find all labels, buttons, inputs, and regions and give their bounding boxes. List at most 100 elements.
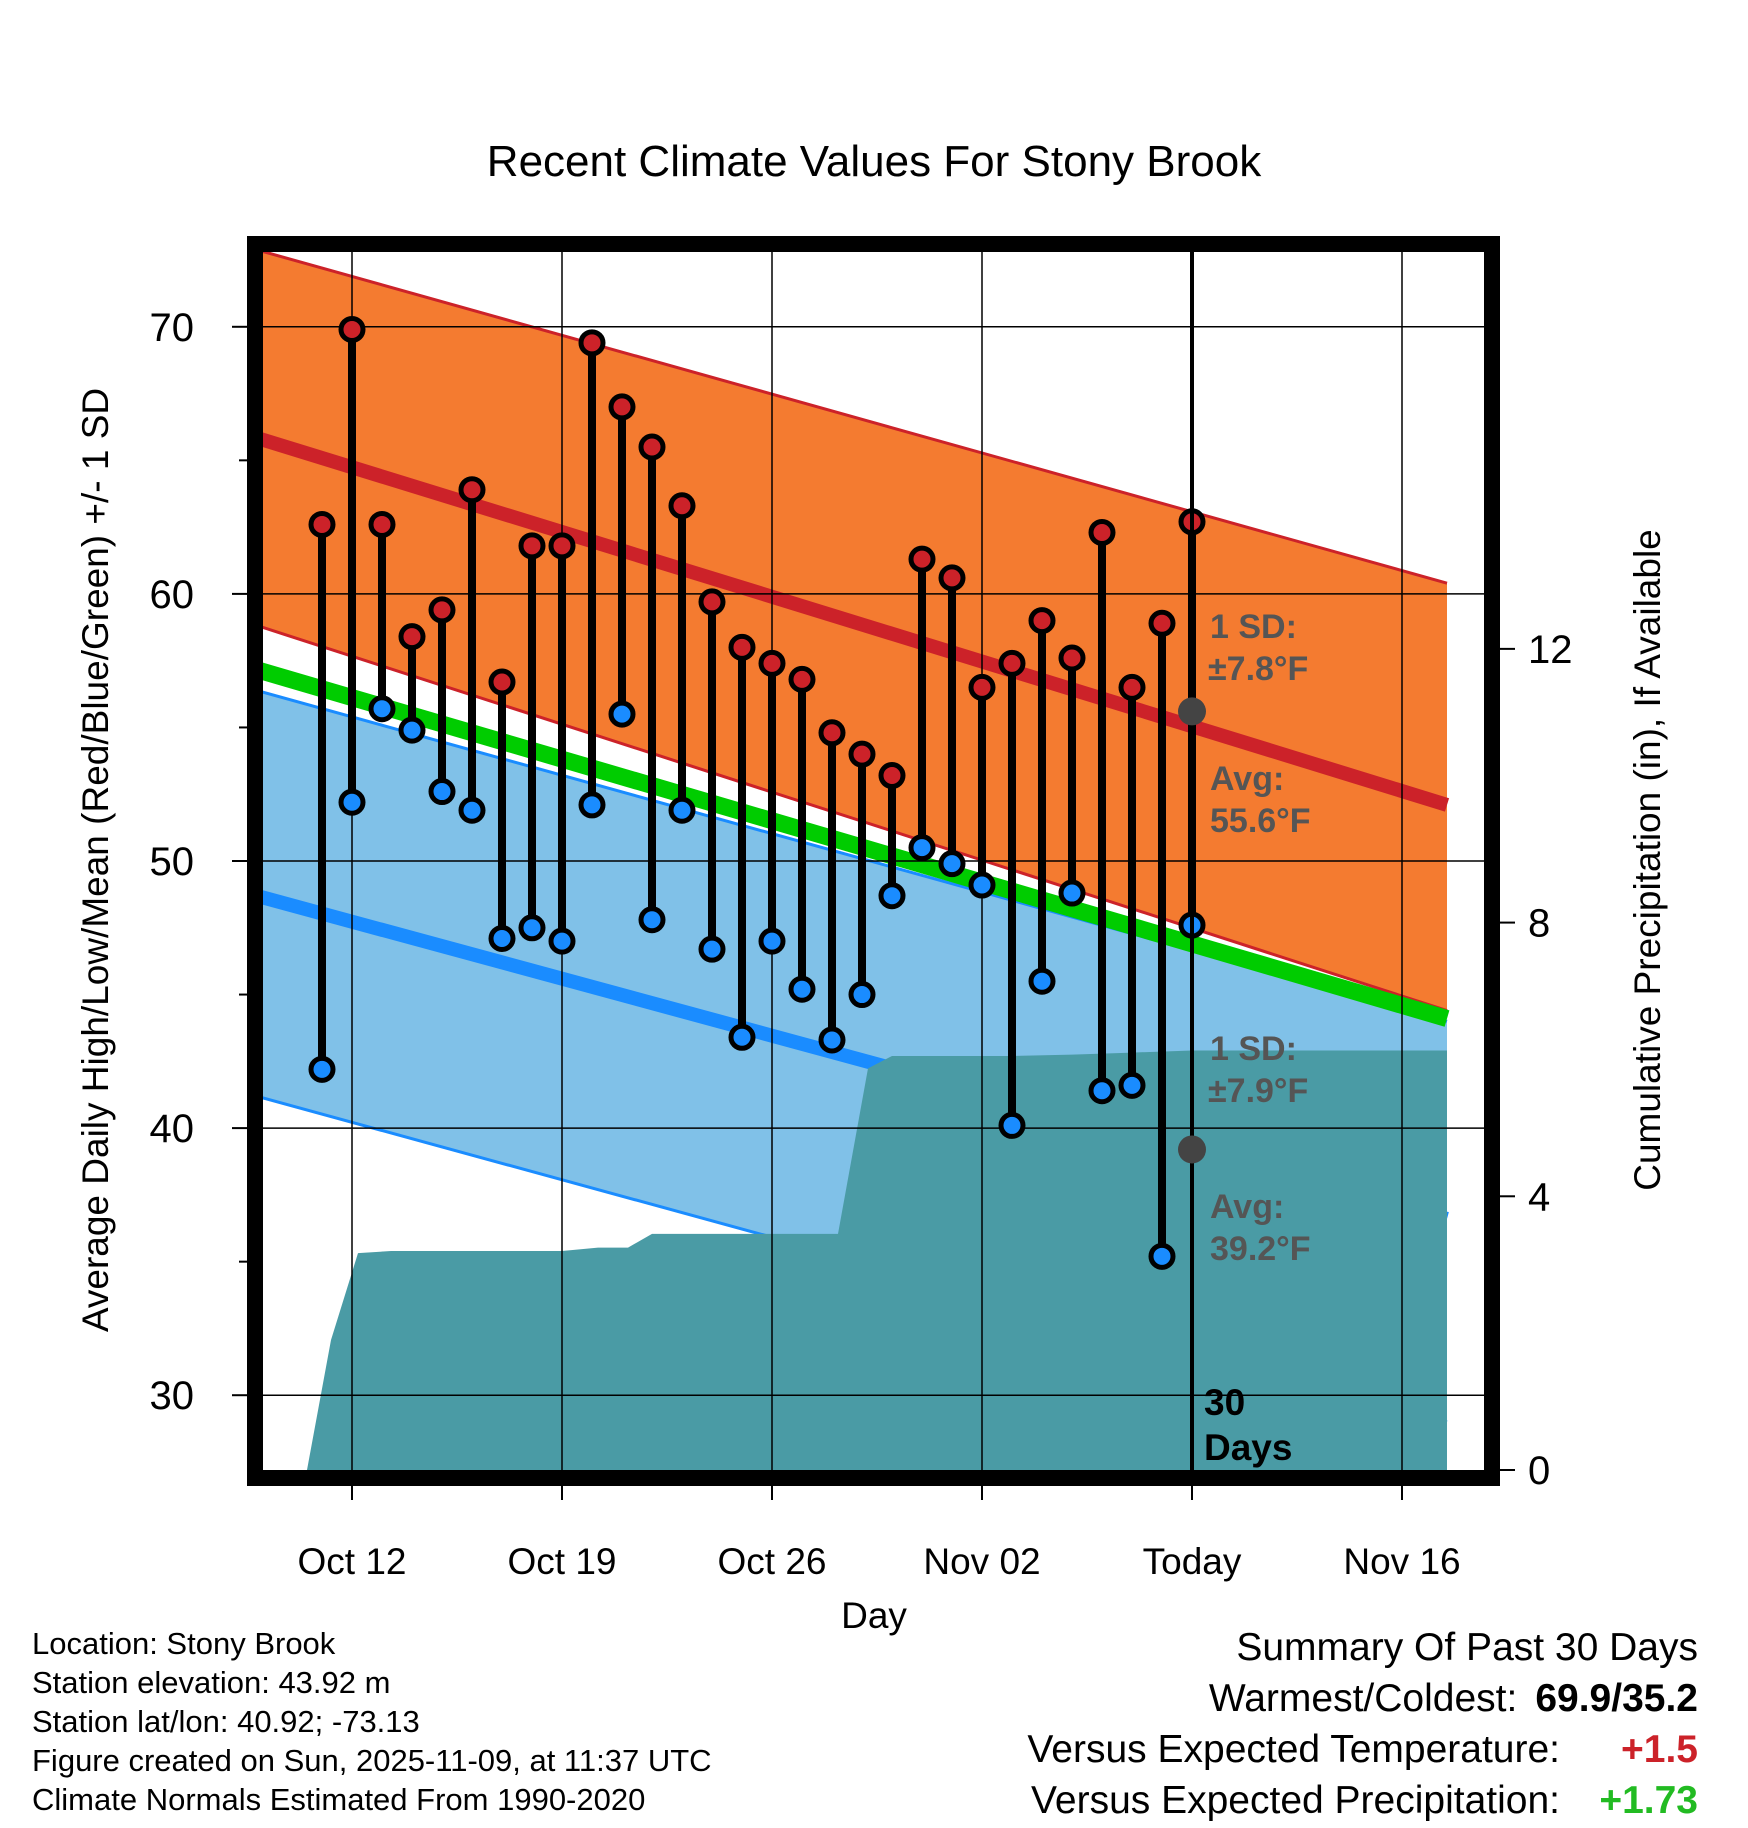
daily-high-point (998, 649, 1026, 677)
daily-high-point (1148, 609, 1176, 637)
daily-high-point (308, 510, 336, 538)
daily-low-point (908, 834, 936, 862)
daily-low-point (998, 1111, 1026, 1139)
daily-low-point (488, 924, 516, 952)
daily-low-point (878, 882, 906, 910)
daily-high-point (398, 623, 426, 651)
high-upper-line (263, 252, 1448, 585)
latlon-text: Station lat/lon: 40.92; -73.13 (32, 1704, 420, 1739)
plot-frame (247, 236, 1500, 1486)
low-sd-value: ±7.9°F (1208, 1072, 1308, 1110)
location-text: Location: Stony Brook (32, 1626, 336, 1661)
daily-high-point (518, 532, 546, 560)
daily-low-point (548, 927, 576, 955)
daily-low-point (1028, 967, 1056, 995)
daily-high-point (878, 762, 906, 790)
x-axis-label: Day (841, 1595, 907, 1636)
y-tick-label: 50 (150, 840, 195, 884)
daily-low-point (638, 906, 666, 934)
today-days-label: Days (1204, 1427, 1292, 1468)
precip-value: +1.73 (1599, 1779, 1698, 1822)
daily-high-point (1058, 644, 1086, 672)
summary-warm-cold: Warmest/Coldest: 69.9/35.2 (1027, 1673, 1698, 1724)
daily-low-point (938, 850, 966, 878)
daily-high-point (608, 393, 636, 421)
x-tick-label: Oct 26 (718, 1541, 827, 1582)
daily-low-point (398, 716, 426, 744)
high-normal-line (263, 432, 1450, 812)
daily-low-point (1148, 1242, 1176, 1270)
daily-low-point (1058, 879, 1086, 907)
precip-tick-label: 0 (1528, 1449, 1550, 1493)
summary-panel: Summary Of Past 30 Days Warmest/Coldest:… (1027, 1622, 1698, 1826)
daily-low-point (578, 791, 606, 819)
low-avg-value: 39.2°F (1210, 1230, 1311, 1268)
normals-text: Climate Normals Estimated From 1990-2020 (32, 1782, 646, 1817)
y-tick-label: 30 (150, 1374, 195, 1418)
daily-high-point (1088, 518, 1116, 546)
daily-high-point (488, 668, 516, 696)
high-sd-value: ±7.8°F (1208, 650, 1308, 688)
station-info: Location: Stony Brook Station elevation:… (32, 1624, 712, 1819)
daily-low-point (1088, 1077, 1116, 1105)
daily-low-point (608, 700, 636, 728)
high-sd-label: 1 SD: (1210, 608, 1297, 646)
daily-low-point (458, 796, 486, 824)
daily-high-point (668, 492, 696, 520)
temp-label: Versus Expected Temperature: (1027, 1728, 1560, 1771)
x-tick-label: Oct 12 (298, 1541, 407, 1582)
x-tick-label: Nov 02 (923, 1541, 1040, 1582)
x-tick-label: Nov 16 (1343, 1541, 1460, 1582)
daily-low-point (518, 914, 546, 942)
daily-high-point (698, 588, 726, 616)
summary-temp: Versus Expected Temperature: +1.5 (1027, 1724, 1698, 1775)
low-avg-marker (1178, 1135, 1206, 1164)
daily-high-point (428, 596, 456, 624)
y-axis-label-left: Average Daily High/Low/Mean (Red/Blue/Gr… (75, 388, 116, 1332)
daily-low-point (788, 975, 816, 1003)
daily-high-point (848, 740, 876, 768)
daily-low-point (758, 927, 786, 955)
daily-high-point (578, 329, 606, 357)
daily-high-point (818, 719, 846, 747)
created-text: Figure created on Sun, 2025-11-09, at 11… (32, 1743, 712, 1778)
daily-high-point (1118, 673, 1146, 701)
today-days-number: 30 (1204, 1382, 1245, 1423)
daily-high-point (908, 545, 936, 573)
high-avg-marker (1178, 697, 1206, 726)
warm-cold-value: 69.9/35.2 (1535, 1677, 1698, 1720)
daily-low-point (848, 981, 876, 1009)
daily-low-point (698, 935, 726, 963)
daily-low-point (308, 1055, 336, 1083)
daily-high-point (1028, 607, 1056, 635)
temp-value: +1.5 (1621, 1728, 1698, 1771)
y-tick-label: 40 (150, 1107, 195, 1151)
high-sd-band (263, 252, 1447, 1011)
y-tick-label: 70 (150, 306, 195, 350)
x-tick-label: Today (1143, 1541, 1242, 1582)
daily-high-point (338, 315, 366, 343)
daily-high-point (968, 673, 996, 701)
high-avg-value: 55.6°F (1210, 802, 1311, 840)
daily-high-point (638, 433, 666, 461)
daily-high-point (938, 564, 966, 592)
summary-precip: Versus Expected Precipitation: +1.73 (1027, 1775, 1698, 1826)
y-axis-label-right: Cumulative Precipitation (in), If Availa… (1627, 529, 1668, 1191)
precip-tick-label: 8 (1528, 902, 1550, 946)
daily-low-point (428, 778, 456, 806)
precip-label: Versus Expected Precipitation: (1031, 1779, 1560, 1822)
low-avg-label: Avg: (1210, 1188, 1284, 1226)
chart-title: Recent Climate Values For Stony Brook (487, 137, 1262, 186)
daily-low-point (818, 1026, 846, 1054)
x-tick-label: Oct 19 (508, 1541, 617, 1582)
daily-high-point (548, 532, 576, 560)
daily-low-point (368, 695, 396, 723)
warm-cold-label: Warmest/Coldest: (1208, 1677, 1518, 1720)
daily-low-point (338, 788, 366, 816)
precip-tick-label: 12 (1528, 628, 1573, 672)
summary-title: Summary Of Past 30 Days (1236, 1626, 1698, 1669)
daily-low-point (668, 796, 696, 824)
daily-high-point (728, 633, 756, 661)
daily-high-point (758, 649, 786, 677)
